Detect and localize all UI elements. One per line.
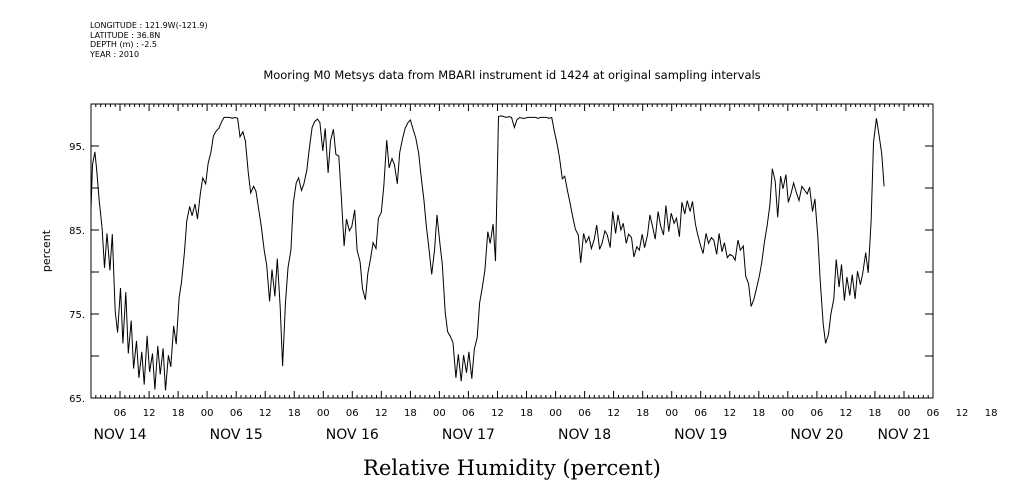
axis-ticks bbox=[90, 103, 934, 399]
x-tick-label-16: 06 bbox=[578, 408, 591, 419]
x-day-label-5: NOV 19 bbox=[674, 427, 727, 443]
x-day-label-0: NOV 14 bbox=[93, 427, 146, 443]
y-tick-labels: 65. 75. 85. 95. bbox=[69, 142, 85, 405]
x-tick-label-8: 06 bbox=[346, 408, 359, 419]
x-tick-label-4: 06 bbox=[230, 408, 243, 419]
x-tick-label-25: 12 bbox=[840, 408, 853, 419]
x-day-label-4: NOV 18 bbox=[558, 427, 611, 443]
x-tick-label-13: 12 bbox=[491, 408, 504, 419]
x-day-label-2: NOV 16 bbox=[326, 427, 379, 443]
x-tick-label-5: 12 bbox=[259, 408, 272, 419]
x-tick-labels: 06 12 18 00 06 12 18 00 06 12 18 00 06 12 18 00 06 12 18 00… bbox=[114, 408, 998, 419]
x-tick-label-27: 00 bbox=[898, 408, 911, 419]
latitude-text: LATITUDE : 36.8N bbox=[90, 30, 161, 40]
longitude-text: LONGITUDE : 121.9W(-121.9) bbox=[90, 21, 208, 30]
x-tick-label-14: 18 bbox=[520, 408, 533, 419]
x-tick-label-11: 00 bbox=[433, 408, 446, 419]
x-tick-label-23: 00 bbox=[781, 408, 794, 419]
x-tick-label-20: 06 bbox=[694, 408, 707, 419]
x-tick-label-21: 12 bbox=[723, 408, 736, 419]
chart-title: Mooring M0 Metsys data from MBARI instru… bbox=[263, 68, 760, 82]
series-line bbox=[90, 115, 885, 391]
x-tick-label-1: 12 bbox=[143, 408, 156, 419]
x-tick-label-18: 18 bbox=[636, 408, 649, 419]
x-tick-label-9: 12 bbox=[375, 408, 388, 419]
depth-text: DEPTH (m) : -2.5 bbox=[90, 40, 157, 50]
x-tick-label-28: 06 bbox=[927, 408, 940, 419]
y-tick-label-0: 65. bbox=[69, 394, 85, 405]
x-tick-label-10: 18 bbox=[404, 408, 417, 419]
x-tick-label-6: 18 bbox=[288, 408, 301, 419]
year-text: YEAR : 2010 bbox=[90, 49, 140, 59]
y-tick-label-1: 75. bbox=[69, 310, 85, 321]
x-tick-label-2: 18 bbox=[172, 408, 185, 419]
x-day-label-3: NOV 17 bbox=[442, 427, 495, 443]
x-tick-label-30: 18 bbox=[985, 408, 998, 419]
x-day-label-6: NOV 20 bbox=[790, 427, 843, 443]
x-tick-label-3: 00 bbox=[201, 408, 214, 419]
x-tick-label-19: 00 bbox=[665, 408, 678, 419]
y-axis-label: percent bbox=[40, 229, 53, 272]
x-day-labels: NOV 14 NOV 15 NOV 16 NOV 17 NOV 18 NOV 19 NOV … bbox=[93, 427, 930, 443]
x-tick-label-12: 06 bbox=[462, 408, 475, 419]
x-tick-label-24: 06 bbox=[811, 408, 824, 419]
x-tick-label-22: 18 bbox=[752, 408, 765, 419]
y-tick-label-3: 95. bbox=[69, 142, 85, 153]
x-tick-label-29: 12 bbox=[956, 408, 969, 419]
x-tick-label-7: 00 bbox=[317, 408, 330, 419]
x-day-label-7: NOV 21 bbox=[877, 427, 930, 443]
x-tick-label-0: 06 bbox=[114, 408, 127, 419]
x-tick-label-17: 12 bbox=[607, 408, 620, 419]
x-day-label-1: NOV 15 bbox=[210, 427, 263, 443]
x-axis-label: Relative Humidity (percent) bbox=[363, 456, 661, 480]
y-tick-label-2: 85. bbox=[69, 226, 85, 237]
plot-frame bbox=[90, 103, 934, 399]
x-tick-label-26: 18 bbox=[869, 408, 882, 419]
x-tick-label-15: 00 bbox=[549, 408, 562, 419]
metadata-block: LONGITUDE : 121.9W(-121.9) LATITUDE : 36… bbox=[90, 21, 208, 59]
